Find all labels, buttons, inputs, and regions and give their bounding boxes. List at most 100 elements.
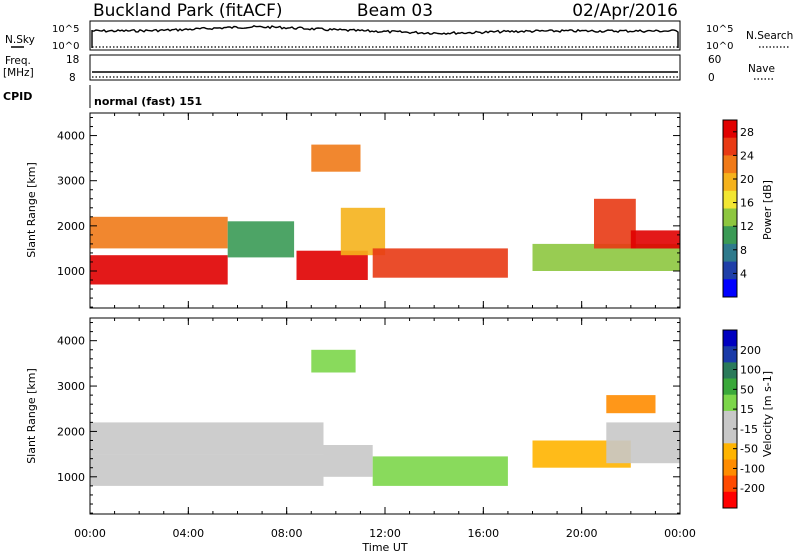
velocity-ytick-label: 2000 <box>57 425 85 438</box>
power-colorbar: 4 8 12 16 20 24 28 <box>722 119 754 298</box>
power-region <box>296 250 368 280</box>
velocity-regions <box>90 349 681 486</box>
power-ytick-label: 2000 <box>57 220 85 233</box>
nsearch-label: N.Search <box>746 30 793 42</box>
power-region <box>630 230 680 249</box>
nsearch-tick-top: 10^5 <box>706 24 733 35</box>
nave-tick-bottom: 0 <box>708 72 715 84</box>
power-region <box>90 255 228 285</box>
freq-unit: [MHz] <box>3 67 34 79</box>
nave-tick-top: 60 <box>708 54 721 66</box>
power-ytick-label: 4000 <box>57 130 85 143</box>
velocity-panel: 1000 2000 3000 4000 Slant Range [km] <box>25 317 681 515</box>
x-tick-label: 00:00 <box>664 527 696 540</box>
x-axis-label: Time UT <box>361 541 407 554</box>
velocity-region <box>606 395 656 414</box>
power-colorbar-step <box>723 279 737 298</box>
nsearch-tick-bottom: 10^0 <box>706 41 733 52</box>
nsky-label: N.Sky <box>5 34 35 46</box>
velocity-colorbar-tick-label: -15 <box>740 423 758 436</box>
freq-panel-frame <box>89 54 681 81</box>
cpid-label: CPID <box>3 90 32 103</box>
velocity-colorbar-step <box>723 362 737 380</box>
power-colorbar-step <box>723 243 737 263</box>
power-colorbar-tick-label: 20 <box>740 173 754 186</box>
velocity-colorbar-step <box>723 394 737 412</box>
velocity-colorbar-step <box>723 378 737 396</box>
freq-label: Freq. <box>5 55 31 67</box>
velocity-colorbar-step <box>723 330 737 347</box>
velocity-axes: 1000 2000 3000 4000 <box>57 318 681 514</box>
velocity-colorbar-step <box>723 346 737 363</box>
power-colorbar-step <box>723 226 737 245</box>
freq-tick-top: 18 <box>66 54 79 66</box>
power-regions <box>90 144 680 285</box>
velocity-region <box>90 454 324 486</box>
x-tick-label: 16:00 <box>467 527 499 540</box>
power-colorbar-tick-label: 24 <box>740 149 754 162</box>
velocity-ytick-label: 3000 <box>57 380 85 393</box>
velocity-ytick-label: 1000 <box>57 471 85 484</box>
date-title: 02/Apr/2016 <box>572 1 678 21</box>
velocity-colorbar-tick-label: 100 <box>740 364 761 377</box>
velocity-colorbar-tick-label: 15 <box>740 403 754 416</box>
power-colorbar-label: Power [dB] <box>761 180 774 240</box>
power-ytick-label: 1000 <box>57 265 85 278</box>
power-colorbar-step <box>723 173 737 192</box>
nsky-panel-frame <box>89 20 681 51</box>
nave-label: Nave <box>748 63 775 75</box>
velocity-colorbar-step <box>723 427 737 444</box>
velocity-region <box>372 456 508 486</box>
nsky-tick-bottom: 10^0 <box>52 41 79 52</box>
power-region <box>311 144 361 172</box>
power-region <box>227 221 295 258</box>
velocity-colorbar-step <box>723 410 737 428</box>
x-tick-label: 20:00 <box>566 527 598 540</box>
power-colorbar-step <box>723 155 737 174</box>
nsky-tick-top: 10^5 <box>52 24 79 35</box>
power-colorbar-tick-label: 16 <box>740 197 754 210</box>
cpid-value: normal (fast) 151 <box>94 95 202 108</box>
power-ylabel: Slant Range [km] <box>25 162 38 258</box>
power-colorbar-tick-label: 12 <box>740 220 754 233</box>
power-region <box>594 198 636 249</box>
x-tick-label: 12:00 <box>369 527 401 540</box>
velocity-colorbar-step <box>723 459 737 477</box>
power-colorbar-tick-label: 4 <box>740 267 747 280</box>
power-colorbar-step <box>723 137 737 156</box>
x-tick-labels: 00:00 04:00 08:00 12:00 16:00 20:00 00:00 <box>74 527 696 540</box>
power-colorbar-frame <box>722 119 738 298</box>
power-ytick-label: 3000 <box>57 175 85 188</box>
velocity-colorbar-tick-label: 50 <box>740 383 754 396</box>
velocity-colorbar-frame <box>722 329 738 509</box>
velocity-colorbar-tick-label: -100 <box>740 462 765 475</box>
power-region <box>340 207 386 256</box>
power-region <box>90 216 228 249</box>
velocity-colorbar-step <box>723 475 737 493</box>
velocity-region <box>311 349 356 373</box>
power-region <box>372 248 508 278</box>
velocity-colorbar-step <box>723 443 737 460</box>
beam-title: Beam 03 <box>357 1 433 21</box>
nsky-trace <box>91 25 679 48</box>
power-axes: 1000 2000 3000 4000 <box>57 113 681 308</box>
velocity-colorbar-label: Velocity [m s-1] <box>761 371 774 457</box>
velocity-colorbar-tick-label: -50 <box>740 443 758 456</box>
power-colorbar-step <box>723 261 737 280</box>
velocity-ylabel: Slant Range [km] <box>25 368 38 464</box>
power-colorbar-tick-label: 8 <box>740 244 747 257</box>
x-tick-label: 04:00 <box>172 527 204 540</box>
velocity-colorbar-tick-label: 200 <box>740 344 761 357</box>
power-panel: 1000 2000 3000 4000 Slant Range [km] <box>25 112 681 309</box>
power-colorbar-step <box>723 190 737 209</box>
velocity-region <box>606 422 681 464</box>
freq-tick-bottom: 8 <box>69 72 76 84</box>
power-colorbar-tick-label: 28 <box>740 126 754 139</box>
site-title: Buckland Park (fitACF) <box>93 1 283 21</box>
velocity-ytick-label: 4000 <box>57 335 85 348</box>
velocity-colorbar-tick-label: -200 <box>740 482 765 495</box>
velocity-colorbar-step <box>723 491 737 509</box>
velocity-region <box>323 445 373 477</box>
power-colorbar-step <box>723 208 737 227</box>
